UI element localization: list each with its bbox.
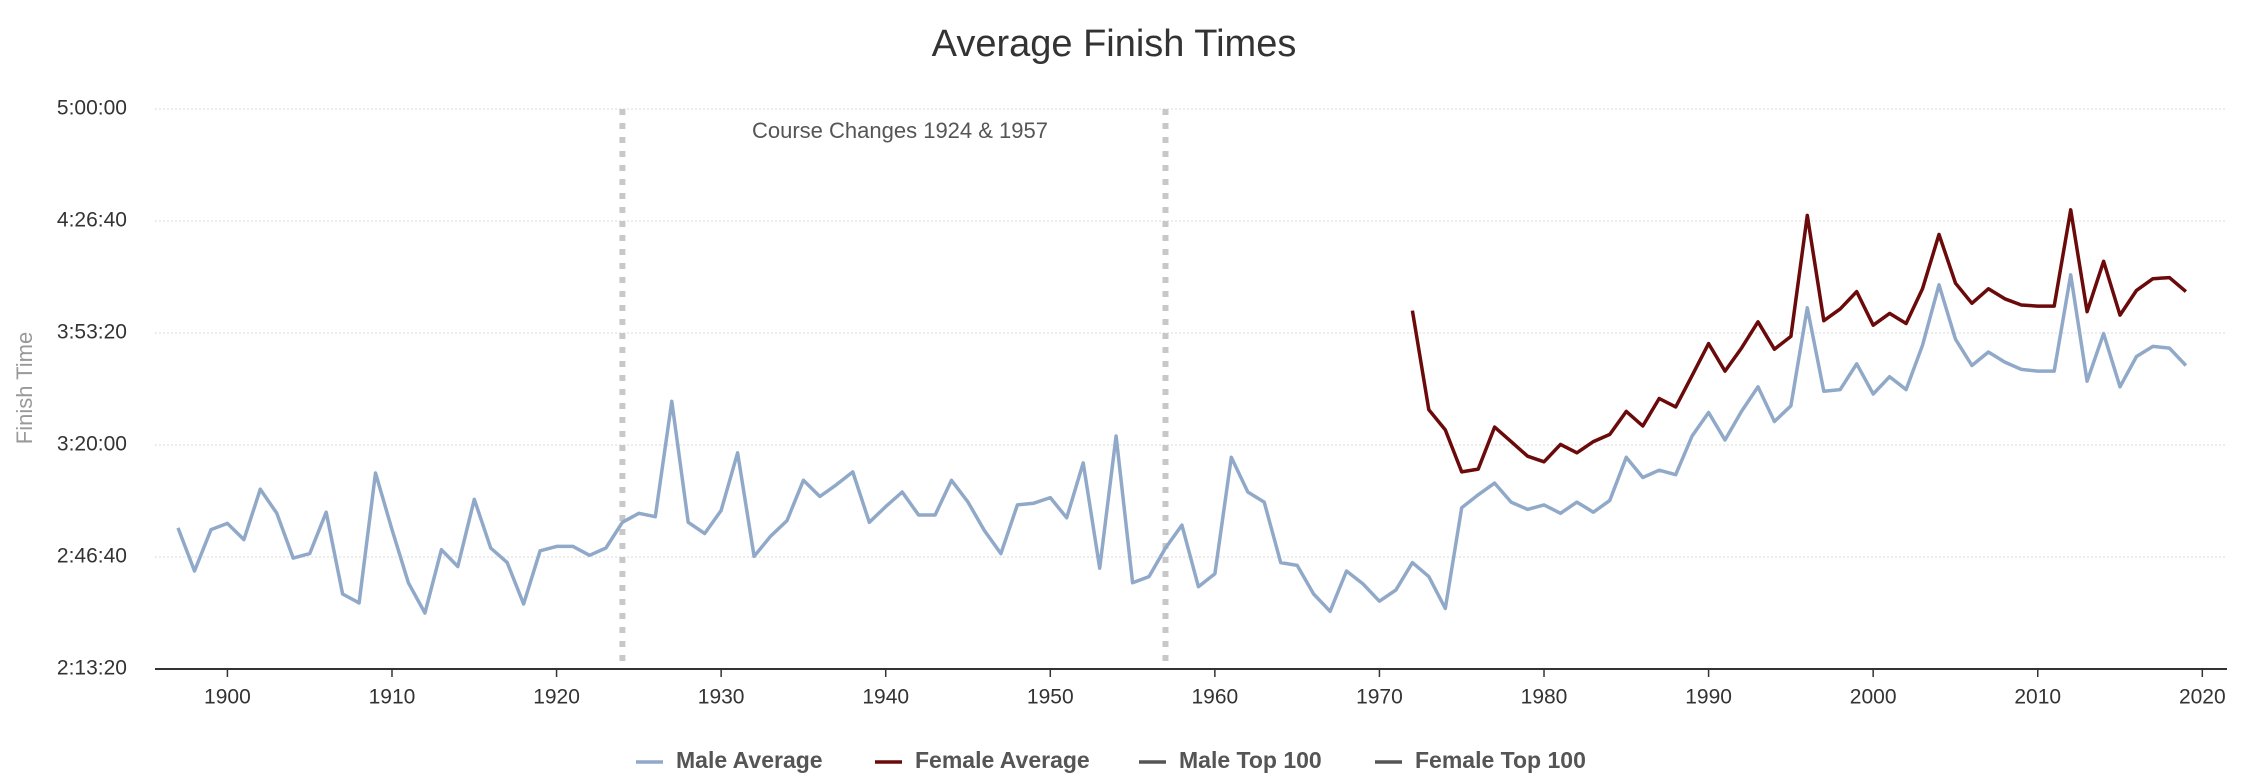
y-tick-label: 3:53:20 bbox=[57, 321, 127, 344]
x-tick-label: 1960 bbox=[1192, 686, 1239, 709]
x-tick-label: 2010 bbox=[2014, 686, 2061, 709]
x-tick-label: 1910 bbox=[369, 686, 416, 709]
x-tick-label: 1980 bbox=[1521, 686, 1568, 709]
legend-label: Female Average bbox=[915, 747, 1090, 773]
x-tick-label: 1970 bbox=[1356, 686, 1403, 709]
y-tick-label: 5:00:00 bbox=[57, 97, 127, 120]
x-tick-label: 2000 bbox=[1850, 686, 1897, 709]
x-tick-label: 1930 bbox=[698, 686, 745, 709]
legend-item[interactable]: Female Top 100 bbox=[1375, 747, 1586, 773]
y-axis-title: Finish Time bbox=[12, 332, 37, 444]
x-tick-label: 1900 bbox=[204, 686, 251, 709]
line-series bbox=[1410, 208, 2188, 474]
y-tick-label: 3:20:00 bbox=[57, 433, 127, 456]
line-series bbox=[176, 273, 2188, 615]
y-tick-label: 2:46:40 bbox=[57, 545, 127, 568]
legend-label: Male Top 100 bbox=[1179, 747, 1322, 773]
legend-label: Male Average bbox=[676, 747, 823, 773]
x-tick-label: 1950 bbox=[1027, 686, 1074, 709]
legend-item[interactable]: Male Top 100 bbox=[1139, 747, 1322, 773]
x-tick-label: 1920 bbox=[533, 686, 580, 709]
y-tick-label: 4:26:40 bbox=[57, 209, 127, 232]
legend-label: Female Top 100 bbox=[1415, 747, 1586, 773]
legend-item[interactable]: Male Average bbox=[636, 747, 823, 773]
x-tick-label: 2020 bbox=[2179, 686, 2226, 709]
x-tick-label: 1940 bbox=[862, 686, 909, 709]
chart-title: Average Finish Times bbox=[932, 23, 1297, 65]
x-tick-label: 1990 bbox=[1685, 686, 1732, 709]
annotation: Course Changes 1924 & 1957 bbox=[752, 118, 1048, 143]
legend-item[interactable]: Female Average bbox=[875, 747, 1090, 773]
y-tick-label: 2:13:20 bbox=[57, 657, 127, 680]
